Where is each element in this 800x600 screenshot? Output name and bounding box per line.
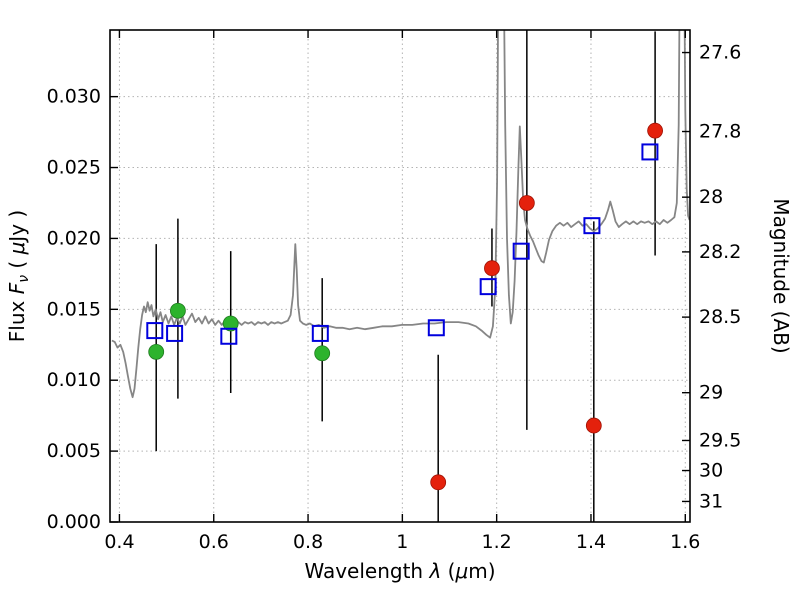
y2-tick-label: 31 [699,490,723,512]
y2-tick-label: 28.5 [699,306,741,328]
blue-square-marker [220,327,238,345]
green-circle-marker [314,345,331,362]
blue-square-marker [311,324,329,342]
blue-square-marker [479,278,497,296]
tick-labels: 0.4 0.6 0.8 1 1.2 1.4 1.6 0.000 0.005 0.010 0.015 0… [47,42,742,553]
x-tick-label: 0.6 [199,531,229,553]
y-tick-label: 0.000 [47,511,101,533]
y-tick-label: 0.010 [47,369,101,391]
red-circle-marker [518,195,535,211]
x-tick-label: 1.2 [482,531,512,553]
y2-tick-label: 29.5 [699,429,741,451]
y-tick-label: 0.025 [47,157,101,179]
red-circle-marker [585,417,602,434]
blue-square-marker [146,322,164,340]
x-tick-label: 0.4 [104,531,134,553]
y2-tick-label: 29 [699,382,723,404]
model-spectrum-line [111,30,690,399]
green-circle-marker [170,302,186,319]
x-tick-label: 1 [396,531,408,553]
plot-frame [109,29,691,523]
y-axis-title: Flux Fν ( μJy ) [5,210,32,342]
y-tick-label: 0.020 [47,227,101,249]
blue-square-marker [166,324,184,342]
y2-axis-title: Magnitude (AB) [769,198,793,353]
x-tick-label: 1.4 [576,531,606,553]
red-circle-marker [430,474,447,491]
red-circle-marker [647,122,664,139]
green-circle-marker [222,315,239,332]
y-tick-label: 0.030 [47,86,101,108]
blue-square-marker [512,242,530,260]
y2-tick-label: 27.8 [699,121,741,143]
y2-tick-label: 28.2 [699,241,741,263]
blue-square-marker [583,217,601,235]
red-circle-marker [484,260,500,277]
blue-square-marker [427,319,445,337]
red-circle-markers [430,122,664,491]
y2-tick-label: 30 [699,460,723,482]
green-circle-marker [148,343,165,360]
x-axis-title: Wavelength λ (μm) [304,559,495,583]
x-tick-label: 1.6 [670,531,700,553]
blue-square-markers [146,143,659,345]
green-circle-markers [148,302,331,362]
y2-tick-label: 28 [699,186,723,208]
tick-marks [110,30,690,523]
y2-tick-label: 27.6 [699,42,741,64]
y-tick-label: 0.015 [47,298,101,320]
x-tick-label: 0.8 [293,531,323,553]
blue-square-marker [641,143,659,161]
y-tick-label: 0.005 [47,440,101,462]
